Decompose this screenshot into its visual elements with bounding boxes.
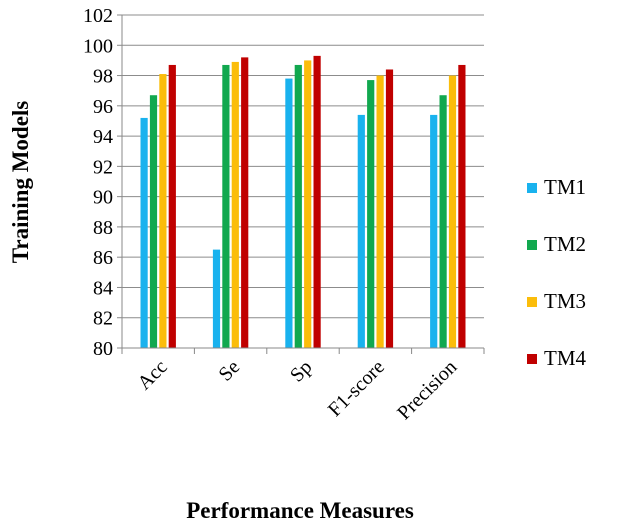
y-tick-label: 84 [93, 277, 113, 299]
bar-tm1 [357, 114, 365, 349]
x-tick-labels: Acc Se Sp F1-score Precision [133, 356, 461, 424]
y-tick-label: 82 [93, 308, 113, 330]
gridlines [117, 14, 485, 354]
y-tick-label: 92 [93, 156, 113, 178]
bar-tm2 [439, 95, 447, 349]
bar-tm1 [212, 249, 221, 348]
y-tick-label: 102 [83, 5, 113, 27]
bar-tm1 [140, 117, 148, 348]
y-tick-labels: 80 82 84 86 88 90 92 94 96 98 100 102 [83, 5, 113, 360]
bar-tm3 [231, 61, 239, 348]
x-tick-label: Se [214, 356, 244, 386]
legend-label-tm3: TM3 [544, 289, 586, 313]
y-tick-label: 88 [93, 217, 113, 239]
bar-tm3 [304, 60, 312, 349]
x-tick-label: Precision [393, 356, 461, 424]
y-tick-label: 100 [83, 35, 113, 57]
bar-tm4 [241, 57, 249, 349]
x-tick-label: Acc [133, 356, 171, 394]
legend-label-tm1: TM1 [544, 175, 586, 199]
bar-tm4 [458, 64, 466, 348]
bar-tm4 [385, 69, 394, 348]
bar-tm2 [149, 95, 158, 349]
legend-label-tm2: TM2 [544, 232, 586, 256]
bar-tm1 [430, 114, 438, 349]
bar-tm2 [222, 64, 230, 348]
y-tick-label: 90 [93, 187, 113, 209]
legend-swatch-tm3 [527, 297, 537, 307]
y-tick-label: 96 [93, 96, 113, 118]
bar-tm2 [294, 64, 302, 348]
y-tick-label: 80 [93, 338, 113, 360]
legend-label-tm4: TM4 [544, 346, 587, 370]
legend-swatch-tm1 [527, 183, 537, 193]
y-tick-label: 98 [93, 66, 113, 88]
legend: TM1 TM2 TM3 TM4 [527, 175, 587, 370]
legend-swatch-tm4 [527, 354, 537, 364]
y-axis-title: Training Models [8, 101, 33, 264]
bar-tm1 [285, 78, 293, 348]
bars [140, 55, 466, 349]
y-tick-label: 94 [93, 126, 113, 148]
x-axis-title: Performance Measures [186, 498, 414, 523]
bar-tm4 [313, 55, 321, 348]
bar-tm3 [376, 75, 384, 348]
x-tick-label: Sp [286, 356, 316, 386]
y-tick-label: 86 [93, 247, 113, 269]
x-tick-label: F1-score [324, 356, 389, 421]
bar-tm2 [367, 80, 375, 348]
bar-tm4 [168, 64, 176, 348]
bar-tm3 [159, 74, 167, 349]
bar-tm3 [448, 75, 457, 348]
axes [121, 15, 484, 349]
legend-swatch-tm2 [527, 240, 537, 250]
